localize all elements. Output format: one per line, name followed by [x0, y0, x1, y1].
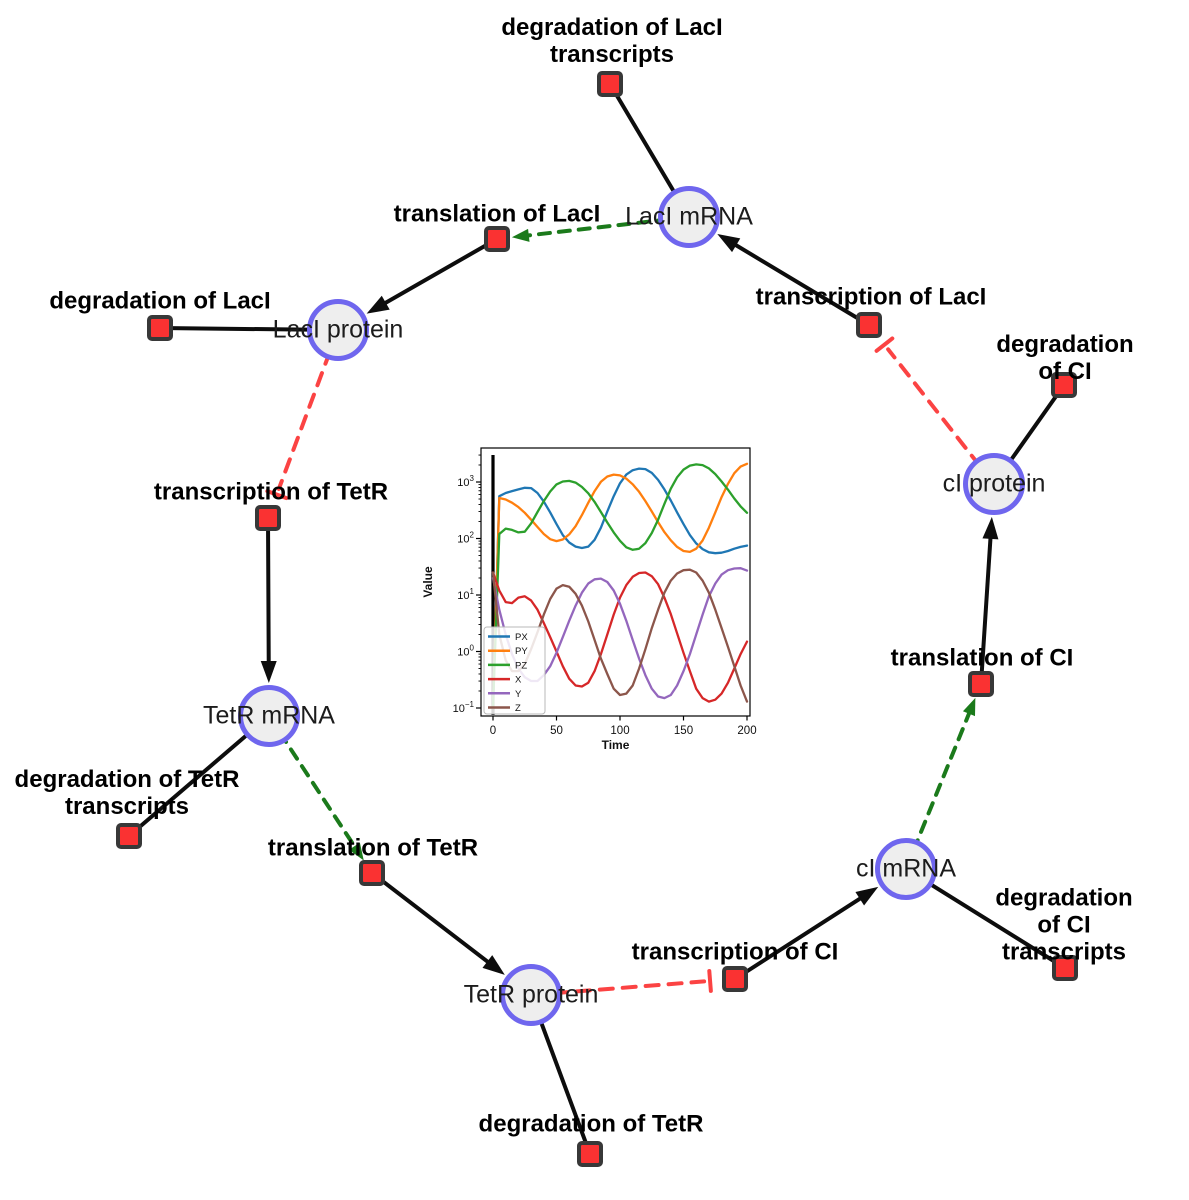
species-label-ci-mrna: cI mRNA [856, 854, 956, 883]
svg-text:102: 102 [457, 531, 474, 546]
svg-text:200: 200 [737, 725, 756, 737]
svg-text:103: 103 [457, 474, 474, 489]
reaction-label-deg-laci: degradation of LacI [49, 287, 271, 315]
svg-text:100: 100 [610, 725, 629, 737]
edge-ci-mrna--deg-ci-transcripts [904, 867, 1067, 970]
species-label-tetr-protein: TetR protein [463, 980, 599, 1009]
species-label-laci-mrna: LacI mRNA [625, 202, 753, 231]
series-PZ [491, 463, 749, 710]
svg-text:0: 0 [490, 725, 496, 737]
series-curves [491, 462, 749, 710]
legend-label-X: X [515, 675, 522, 686]
series-PX [491, 467, 749, 710]
plot-legend: PX PY PZ XYZ [483, 626, 546, 715]
reaction-label-deg-tetr-transcripts: degradation of TetR transcripts [14, 766, 240, 820]
time-series-plot: 0 50 100 150 200Time10310210110010−1ValuePXP… [421, 447, 757, 752]
reaction-label-translation-tetr: translation of TetR [267, 834, 479, 862]
series-X [491, 571, 749, 703]
edge-transcription-tetr--tetr-mrna-arrow [260, 516, 277, 684]
svg-text:101: 101 [457, 587, 474, 602]
reaction-node-deg-laci-transcripts[interactable] [597, 71, 623, 97]
reaction-node-deg-laci[interactable] [147, 315, 173, 341]
reaction-label-deg-ci-transcripts: degradation of CI transcripts [995, 884, 1133, 966]
reaction-node-deg-tetr[interactable] [577, 1141, 603, 1167]
reaction-label-translation-ci: translation of CI [890, 644, 1074, 672]
svg-text:100: 100 [457, 644, 474, 659]
reaction-label-transcription-ci: transcription of CI [631, 938, 839, 966]
species-label-ci-protein: cI protein [942, 469, 1046, 498]
x-axis-label: Time [602, 738, 630, 752]
reaction-node-deg-ci[interactable] [1051, 372, 1077, 398]
svg-text:150: 150 [674, 725, 693, 737]
plot-axes-box [480, 447, 751, 717]
reaction-label-transcription-tetr: transcription of TetR [153, 478, 389, 506]
series-PY [491, 462, 749, 710]
edge-transcription-laci--laci-mrna-arrow [717, 233, 871, 327]
reaction-node-transcription-tetr[interactable] [255, 505, 281, 531]
species-node-tetr-protein[interactable] [500, 964, 562, 1026]
reaction-node-deg-tetr-transcripts[interactable] [116, 823, 142, 849]
svg-text:10−1: 10−1 [453, 700, 475, 715]
x-axis: 0 50 100 150 200 [490, 716, 757, 737]
species-node-laci-mrna[interactable] [658, 186, 720, 248]
legend-label-PX: PX [515, 632, 528, 643]
reaction-label-translation-laci: translation of LacI [393, 200, 601, 228]
species-node-tetr-mrna[interactable] [238, 685, 300, 747]
species-node-laci-protein[interactable] [307, 299, 369, 361]
reaction-label-deg-ci: degradation of CI [996, 331, 1134, 385]
reaction-node-transcription-ci[interactable] [722, 966, 748, 992]
reaction-label-transcription-laci: transcription of LacI [755, 283, 987, 311]
reaction-node-translation-tetr[interactable] [359, 860, 385, 886]
legend-label-Y: Y [515, 689, 522, 700]
species-label-tetr-mrna: TetR mRNA [203, 701, 335, 730]
reaction-label-deg-tetr: degradation of TetR [478, 1110, 704, 1138]
reaction-node-translation-ci[interactable] [968, 671, 994, 697]
edge-translation-laci--laci-protein-arrow [366, 237, 499, 314]
legend-label-PZ: PZ [515, 660, 527, 671]
edge-transcription-ci--ci-mrna-arrow [733, 886, 879, 981]
reaction-node-deg-ci-transcripts[interactable] [1052, 955, 1078, 981]
reaction-node-transcription-laci[interactable] [856, 312, 882, 338]
edge-translation-tetr--tetr-protein-arrow [370, 871, 505, 975]
edge-translation-ci--ci-protein-arrow [979, 516, 999, 686]
species-node-ci-protein[interactable] [963, 453, 1025, 515]
y-axis: 103 102 101 100 10−1 [453, 454, 481, 715]
reaction-label-deg-laci-transcripts: degradation of LacI transcripts [501, 14, 723, 68]
reaction-node-translation-laci[interactable] [484, 226, 510, 252]
species-node-ci-mrna[interactable] [875, 838, 937, 900]
legend-label-Z: Z [515, 703, 521, 714]
svg-text:50: 50 [550, 725, 563, 737]
legend-label-PY: PY [515, 646, 528, 657]
species-label-laci-protein: LacI protein [272, 315, 404, 344]
y-axis-label: Value [421, 566, 435, 598]
